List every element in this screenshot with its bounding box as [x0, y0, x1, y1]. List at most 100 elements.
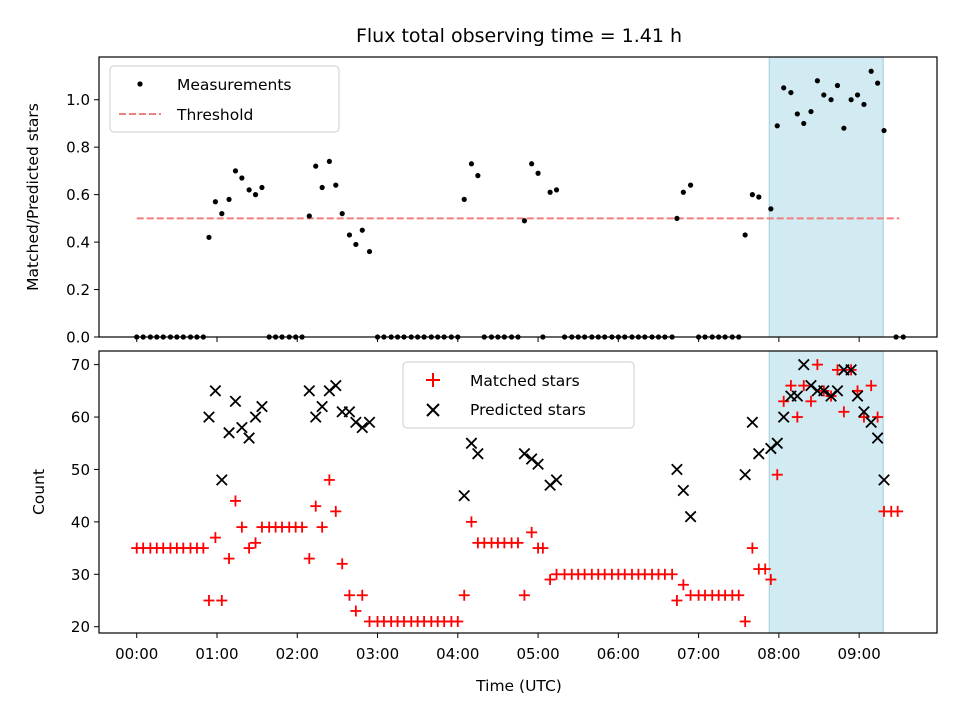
x-tick-label: 04:00 [436, 645, 479, 663]
predicted-star-point [677, 484, 690, 497]
legend-predicted-label: Predicted stars [470, 401, 586, 419]
predicted-star-point [878, 474, 890, 486]
predicted-star-point [550, 474, 563, 486]
measurement-point [339, 211, 345, 217]
measurement-point [521, 218, 528, 224]
predicted-star-point [243, 432, 255, 444]
predicted-star-point [518, 447, 531, 460]
measurement-point [553, 187, 560, 193]
matched-star-point [746, 542, 758, 554]
y-tick-label: 1.0 [66, 91, 90, 109]
measurement-point [547, 189, 553, 195]
legend-matched-marker [426, 373, 440, 387]
matched-star-point [805, 395, 817, 407]
predicted-star-point [229, 395, 242, 408]
matched-star-point [785, 380, 797, 392]
matched-star-point [197, 542, 209, 554]
measurement-point [475, 173, 481, 179]
predicted-star-point [343, 405, 356, 418]
measurement-point [319, 184, 325, 191]
x-tick-label: 05:00 [516, 645, 559, 663]
matched-star-point [236, 521, 248, 533]
measurement-point [742, 232, 748, 238]
observing-window-highlight [768, 56, 884, 338]
predicted-star-point [215, 474, 228, 486]
x-tick-label: 08:00 [757, 645, 800, 663]
predicted-star-point [817, 385, 830, 397]
measurement-point [333, 182, 339, 188]
predicted-star-point [797, 358, 810, 371]
predicted-star-point [831, 385, 844, 397]
measurement-point [212, 199, 218, 205]
measurement-point [359, 227, 365, 233]
bottom-axes-frame [98, 350, 938, 634]
y-tick-label: 0.0 [66, 329, 90, 347]
matched-star-point [739, 615, 751, 627]
predicted-star-point [329, 379, 342, 392]
measurement-point [219, 211, 225, 217]
bottom-legend: Matched stars Predicted stars [402, 361, 635, 429]
matched-star-point [666, 568, 678, 580]
matched-star-point [798, 380, 810, 392]
matched-star-point [223, 553, 235, 565]
matched-star-point [303, 553, 315, 565]
matched-star-point [892, 505, 904, 517]
measurement-point [246, 187, 252, 193]
matched-star-point [671, 595, 683, 607]
matched-star-point [243, 542, 255, 554]
measurement-point [774, 123, 780, 129]
y-tick-label: 70 [71, 356, 90, 374]
matched-star-point [465, 516, 477, 528]
predicted-star-point [671, 463, 683, 476]
predicted-star-point [845, 364, 857, 376]
measurement-point [461, 196, 467, 202]
x-tick-label: 03:00 [356, 645, 399, 663]
measurement-point [252, 192, 259, 198]
matched-star-point [310, 500, 322, 512]
measurement-point [834, 82, 841, 89]
measurement-point [794, 111, 800, 117]
matched-star-point [677, 579, 689, 591]
measurement-point [306, 213, 312, 219]
chart-title: Flux total observing time = 1.41 h [356, 25, 682, 47]
predicted-star-point [316, 400, 328, 413]
bottom-panel: 20 30 40 50 60 70 00:00 01:00 02:00 03:00 04:00 05… [30, 350, 938, 695]
measurement-point [875, 80, 881, 86]
predicted-star-point [472, 447, 484, 460]
matched-star-point [852, 385, 864, 397]
predicted-star-point [363, 416, 376, 429]
measurement-point [353, 241, 359, 248]
measurement-point [881, 127, 887, 134]
x-tick-label: 07:00 [677, 645, 720, 663]
matched-star-point [526, 526, 538, 538]
predicted-star-point [465, 437, 478, 450]
matched-star-point [209, 532, 221, 544]
y-tick-label: 30 [71, 566, 90, 584]
matched-star-point [759, 563, 771, 575]
legend-matched-label: Matched stars [470, 372, 580, 390]
matched-star-point [537, 542, 549, 554]
legend-measurements-label: Measurements [177, 76, 292, 94]
matched-star-point [544, 574, 556, 586]
x-tick-label: 00:00 [115, 645, 158, 663]
y-tick-label: 50 [71, 461, 90, 479]
matched-star-point [250, 537, 262, 549]
top-legend: Measurements Threshold [109, 65, 340, 133]
measurement-point [854, 92, 861, 98]
predicted-star-point [303, 385, 316, 397]
measurement-point [687, 182, 694, 188]
measurement-point [749, 192, 755, 198]
matched-star-point [811, 359, 823, 371]
matched-star-point [356, 589, 368, 601]
predicted-star-point [777, 411, 790, 423]
x-axis-label: Time (UTC) [475, 677, 562, 695]
measurement-point [768, 206, 774, 212]
measurement-point [206, 234, 212, 240]
matched-star-point [216, 595, 228, 607]
predicted-star-point [209, 385, 222, 397]
matched-star-point [858, 411, 870, 423]
predicted-star-point [684, 510, 697, 523]
predicted-star-point [865, 416, 878, 429]
y-tick-label: 0.2 [66, 281, 90, 299]
matched-star-point [512, 537, 524, 549]
